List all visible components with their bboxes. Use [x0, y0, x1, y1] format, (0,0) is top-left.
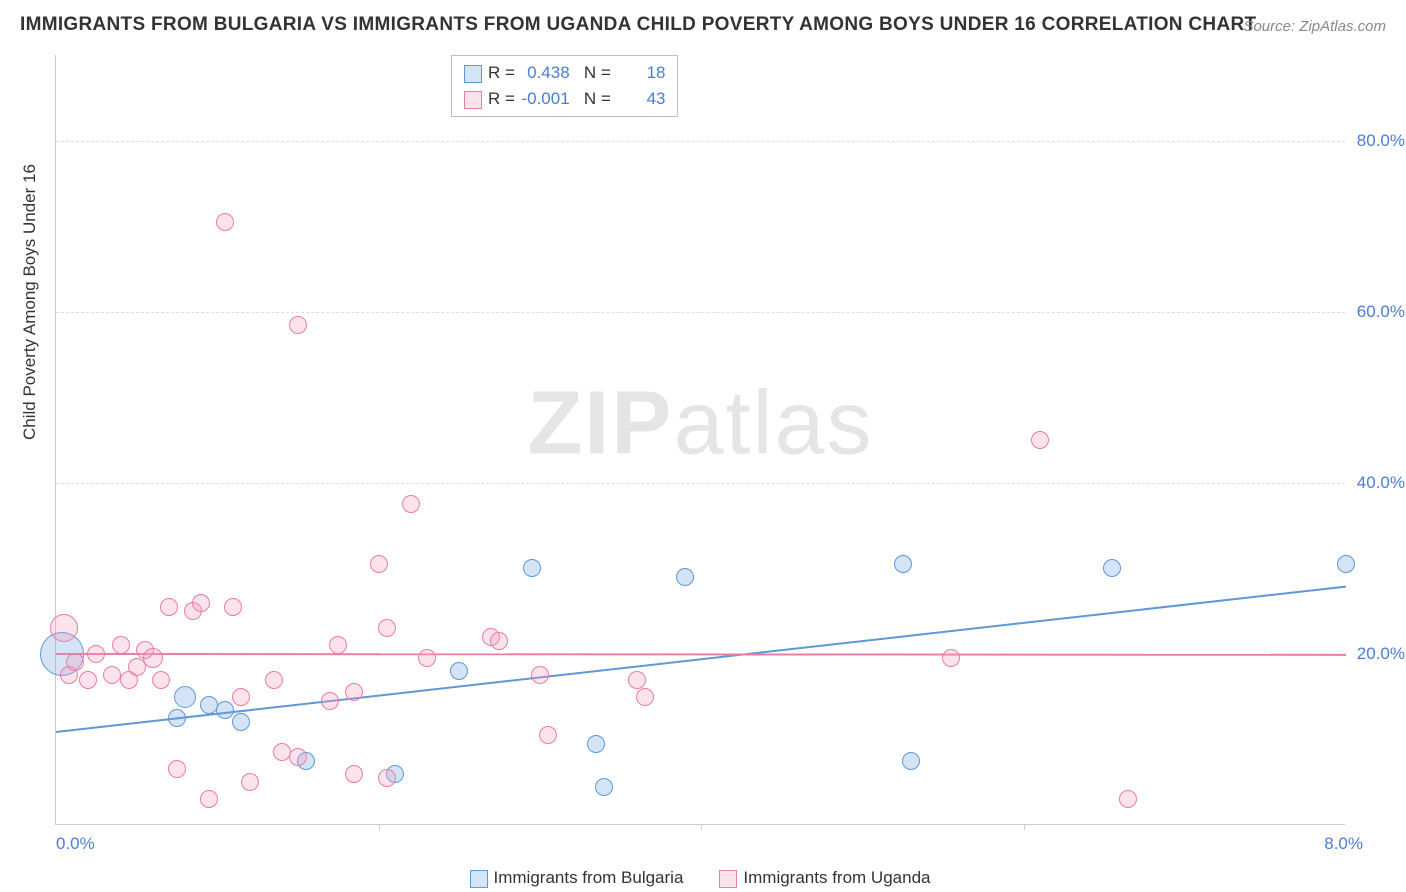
legend-r-value: 0.438 [520, 60, 570, 86]
data-point-uganda [200, 790, 218, 808]
data-point-bulgaria [450, 662, 468, 680]
data-point-uganda [241, 773, 259, 791]
legend-swatch [464, 91, 482, 109]
stats-legend-row: R = 0.438 N = 18 [464, 60, 665, 86]
source-attribution: Source: ZipAtlas.com [1243, 18, 1386, 35]
legend-r-value: -0.001 [520, 86, 570, 112]
data-point-uganda [378, 619, 396, 637]
data-point-uganda [168, 760, 186, 778]
data-point-bulgaria [1337, 555, 1355, 573]
data-point-uganda [329, 636, 347, 654]
legend-item: Immigrants from Uganda [719, 868, 930, 888]
data-point-bulgaria [200, 696, 218, 714]
data-point-bulgaria [232, 713, 250, 731]
legend-n-value: 18 [615, 60, 665, 86]
data-point-bulgaria [174, 686, 196, 708]
y-axis-label: Child Poverty Among Boys Under 16 [20, 164, 40, 440]
data-point-bulgaria [595, 778, 613, 796]
data-point-uganda [112, 636, 130, 654]
watermark: ZIPatlas [527, 373, 873, 476]
data-point-uganda [66, 653, 84, 671]
data-point-uganda [628, 671, 646, 689]
legend-series-label: Immigrants from Uganda [743, 868, 930, 887]
data-point-uganda [1119, 790, 1137, 808]
data-point-uganda [531, 666, 549, 684]
data-point-uganda [103, 666, 121, 684]
y-tick-label: 40.0% [1350, 473, 1405, 493]
x-tick-mark [701, 824, 702, 830]
data-point-bulgaria [168, 709, 186, 727]
data-point-uganda [539, 726, 557, 744]
data-point-uganda [490, 632, 508, 650]
data-point-uganda [345, 683, 363, 701]
x-tick-mark [1024, 824, 1025, 830]
stats-legend: R = 0.438 N = 18R = -0.001 N = 43 [451, 55, 678, 117]
x-tick-label: 0.0% [56, 834, 95, 854]
data-point-uganda [402, 495, 420, 513]
legend-r-label: R = [488, 89, 520, 108]
data-point-bulgaria [902, 752, 920, 770]
data-point-uganda [232, 688, 250, 706]
data-point-bulgaria [894, 555, 912, 573]
legend-n-value: 43 [615, 86, 665, 112]
x-tick-mark [379, 824, 380, 830]
data-point-bulgaria [676, 568, 694, 586]
trend-line-uganda [56, 653, 1346, 656]
data-point-bulgaria [1103, 559, 1121, 577]
data-point-uganda [370, 555, 388, 573]
data-point-uganda [152, 671, 170, 689]
data-point-bulgaria [587, 735, 605, 753]
data-point-uganda [79, 671, 97, 689]
data-point-uganda [192, 594, 210, 612]
legend-swatch [470, 870, 488, 888]
series-legend: Immigrants from Bulgaria Immigrants from … [55, 868, 1345, 888]
watermark-bold: ZIP [527, 374, 673, 474]
watermark-light: atlas [673, 374, 873, 474]
data-point-uganda [942, 649, 960, 667]
data-point-uganda [321, 692, 339, 710]
trend-line-bulgaria [56, 585, 1346, 732]
data-point-uganda [1031, 431, 1049, 449]
data-point-uganda [224, 598, 242, 616]
y-tick-label: 60.0% [1350, 302, 1405, 322]
data-point-uganda [636, 688, 654, 706]
data-point-uganda [87, 645, 105, 663]
gridline [56, 483, 1345, 484]
legend-item: Immigrants from Bulgaria [470, 868, 684, 888]
y-tick-label: 20.0% [1350, 644, 1405, 664]
y-tick-label: 80.0% [1350, 131, 1405, 151]
gridline [56, 141, 1345, 142]
legend-swatch [464, 65, 482, 83]
data-point-uganda [289, 316, 307, 334]
data-point-uganda [418, 649, 436, 667]
data-point-uganda [273, 743, 291, 761]
legend-r-label: R = [488, 63, 520, 82]
data-point-uganda [50, 614, 78, 642]
data-point-uganda [143, 648, 163, 668]
data-point-uganda [216, 213, 234, 231]
chart-title: IMMIGRANTS FROM BULGARIA VS IMMIGRANTS F… [20, 14, 1256, 36]
data-point-uganda [289, 748, 307, 766]
data-point-bulgaria [523, 559, 541, 577]
stats-legend-row: R = -0.001 N = 43 [464, 86, 665, 112]
data-point-uganda [265, 671, 283, 689]
x-tick-label: 8.0% [1324, 834, 1363, 854]
data-point-uganda [378, 769, 396, 787]
data-point-uganda [160, 598, 178, 616]
legend-n-label: N = [584, 89, 616, 108]
data-point-bulgaria [216, 701, 234, 719]
legend-n-label: N = [584, 63, 616, 82]
gridline [56, 312, 1345, 313]
legend-swatch [719, 870, 737, 888]
chart-plot-area: ZIPatlas R = 0.438 N = 18R = -0.001 N = … [55, 55, 1345, 825]
data-point-uganda [345, 765, 363, 783]
legend-series-label: Immigrants from Bulgaria [494, 868, 684, 887]
